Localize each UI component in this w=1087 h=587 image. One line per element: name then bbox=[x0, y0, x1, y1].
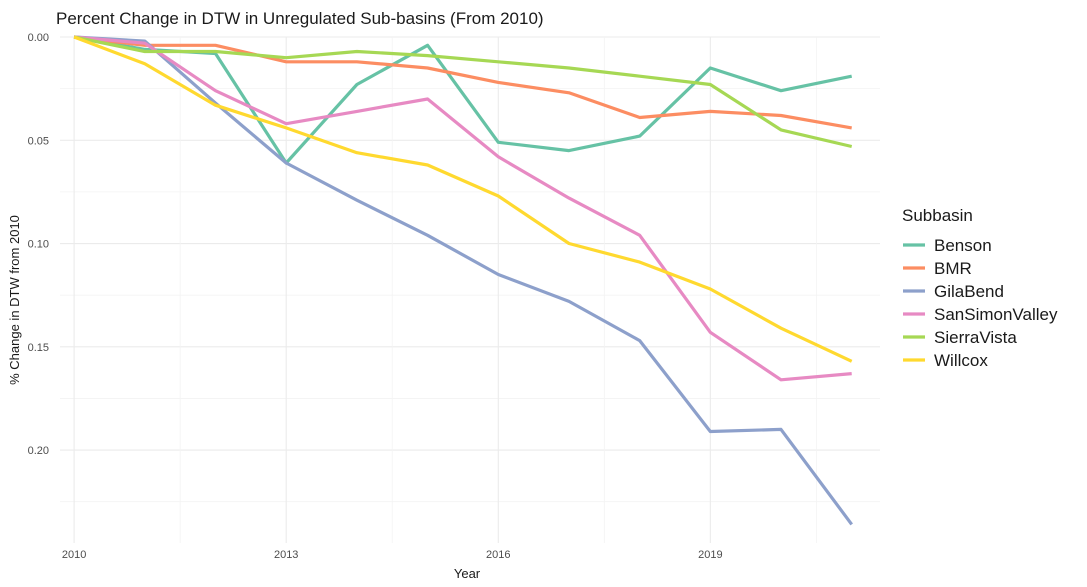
y-tick-label: 0.05 bbox=[28, 135, 49, 147]
series-line-sierravista bbox=[73, 35, 853, 149]
series-line-willcox bbox=[73, 35, 853, 363]
legend-label: Benson bbox=[934, 236, 992, 255]
series-line-gilabend bbox=[74, 35, 853, 526]
legend-title: Subbasin bbox=[902, 206, 973, 225]
y-axis-ticks: 0.00 0.05 0.10 0.15 0.20 bbox=[28, 32, 49, 457]
y-tick-label: 0.00 bbox=[28, 32, 49, 44]
x-tick-label: 2013 bbox=[274, 549, 298, 561]
gridlines bbox=[60, 36, 880, 543]
legend-label: BMR bbox=[934, 259, 972, 278]
series-line-bmr bbox=[73, 35, 852, 130]
legend-label: SanSimonValley bbox=[934, 305, 1058, 324]
chart-title: Percent Change in DTW in Unregulated Sub… bbox=[56, 9, 544, 28]
x-tick-label: 2010 bbox=[62, 549, 86, 561]
legend-label: SierraVista bbox=[934, 328, 1017, 347]
y-tick-label: 0.15 bbox=[28, 342, 49, 354]
series-line-sansimonvalley bbox=[73, 35, 852, 382]
x-axis-ticks: 2010 2013 2016 2019 bbox=[62, 549, 723, 561]
y-tick-label: 0.10 bbox=[28, 239, 49, 251]
y-tick-label: 0.20 bbox=[28, 445, 49, 457]
x-tick-label: 2016 bbox=[486, 549, 510, 561]
legend-label: GilaBend bbox=[934, 282, 1004, 301]
series-lines bbox=[73, 35, 853, 526]
y-axis-title: % Change in DTW from 2010 bbox=[7, 215, 22, 385]
legend-label: Willcox bbox=[934, 351, 988, 370]
legend: Subbasin Benson BMR GilaBend SanSimonValley… bbox=[902, 206, 1058, 370]
x-axis-title: Year bbox=[454, 566, 481, 581]
x-tick-label: 2019 bbox=[698, 549, 722, 561]
